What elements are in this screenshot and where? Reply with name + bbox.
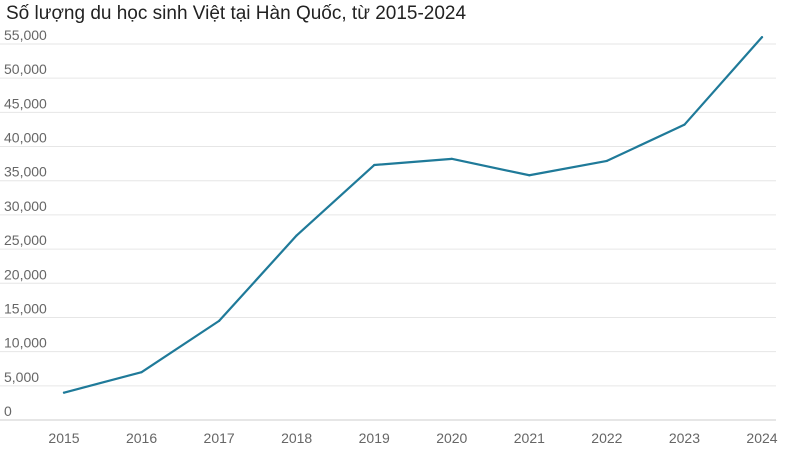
data-point: [760, 36, 764, 39]
data-point: [528, 174, 531, 177]
y-tick-label: 25,000: [4, 232, 47, 248]
data-point: [605, 159, 608, 163]
y-tick-label: 50,000: [4, 61, 47, 77]
x-tick-label: 2022: [591, 430, 622, 446]
series-line: [62, 36, 764, 394]
chart-title: Số lượng du học sinh Việt tại Hàn Quốc, …: [6, 3, 467, 24]
data-point: [295, 234, 298, 237]
x-tick-label: 2021: [514, 430, 545, 446]
x-tick-label: 2018: [281, 430, 312, 446]
y-tick-label: 5,000: [4, 369, 39, 385]
data-point: [62, 391, 66, 394]
data-point: [683, 123, 686, 126]
y-axis-tick-labels: 0 5,000 10,000 15,000 20,000 25,000 30,000 35,0…: [4, 27, 47, 419]
x-tick-label: 2017: [204, 430, 235, 446]
y-tick-label: 10,000: [4, 335, 47, 351]
series-layer: [62, 36, 764, 394]
data-point: [373, 163, 376, 167]
x-tick-label: 2015: [48, 430, 79, 446]
y-tick-label: 0: [4, 403, 12, 419]
data-point: [140, 371, 143, 374]
x-tick-label: 2019: [359, 430, 390, 446]
grid-lines: [0, 43, 776, 421]
y-tick-label: 55,000: [4, 27, 47, 43]
x-tick-label: 2020: [436, 430, 467, 446]
y-tick-label: 40,000: [4, 130, 47, 146]
x-tick-label: 2016: [126, 430, 157, 446]
y-tick-label: 15,000: [4, 300, 47, 316]
data-point: [450, 157, 453, 160]
y-tick-label: 30,000: [4, 198, 47, 214]
y-tick-label: 45,000: [4, 95, 47, 111]
x-tick-label: 2024: [746, 430, 777, 446]
data-point: [218, 319, 221, 322]
y-tick-label: 20,000: [4, 266, 47, 282]
y-tick-label: 35,000: [4, 164, 47, 180]
x-tick-label: 2023: [669, 430, 700, 446]
x-axis-tick-labels: 2015 2016 2017 2018 2019 2020 2021 2022 2023 2024: [48, 430, 777, 446]
